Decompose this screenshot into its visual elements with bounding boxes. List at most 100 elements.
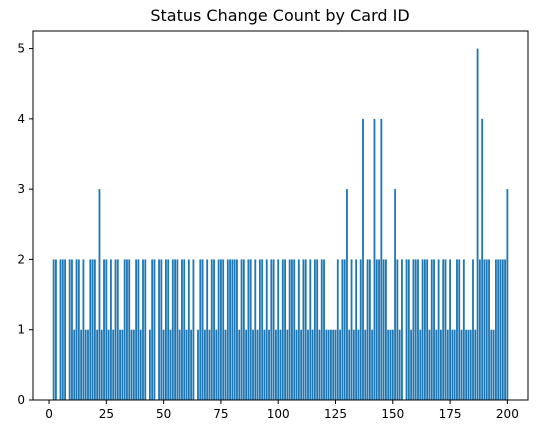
bar-card-130 (346, 189, 348, 400)
y-tick-label: 0 (17, 393, 25, 407)
bar-card-110 (300, 329, 303, 400)
bar-card-193 (490, 329, 493, 400)
x-tick-label: 125 (324, 407, 347, 421)
bar-card-20 (93, 259, 96, 400)
bar-card-33 (123, 259, 126, 400)
bar-card-83 (238, 329, 241, 400)
bar-card-178 (456, 259, 458, 400)
bar-card-38 (135, 259, 138, 400)
bar-card-28 (112, 329, 115, 400)
bar-card-139 (366, 259, 369, 400)
bar-card-2 (52, 259, 55, 400)
bar-card-156 (405, 259, 408, 400)
bar-card-131 (348, 329, 351, 400)
x-tick-label: 175 (439, 407, 462, 421)
bar-card-86 (245, 329, 248, 400)
bar-card-177 (453, 329, 456, 400)
bar-card-184 (469, 329, 472, 400)
bar-card-140 (368, 259, 371, 400)
bar-card-198 (501, 259, 504, 400)
bar-card-91 (256, 329, 259, 400)
bar-card-133 (352, 329, 355, 400)
bar-card-37 (132, 329, 135, 400)
bar-card-136 (359, 259, 362, 400)
bar-card-189 (481, 118, 484, 401)
bar-card-24 (103, 259, 105, 400)
bar-card-17 (87, 329, 89, 400)
bar-card-137 (362, 118, 364, 401)
bar-card-49 (160, 259, 163, 400)
bar-card-90 (254, 259, 257, 400)
bar-card-46 (153, 259, 156, 400)
bar-card-102 (281, 259, 284, 400)
bar-card-3 (55, 259, 57, 400)
bar-card-119 (320, 259, 323, 400)
bar-card-77 (224, 329, 227, 400)
x-tick-label: 50 (156, 407, 171, 421)
bar-card-55 (174, 259, 176, 400)
bar-card-92 (258, 259, 261, 400)
bar-card-68 (203, 329, 206, 400)
bar-card-6 (61, 259, 64, 400)
bar-card-105 (288, 259, 291, 400)
bar-card-143 (375, 259, 378, 400)
bar-card-134 (355, 259, 358, 400)
bar-card-103 (284, 259, 286, 400)
bar-card-109 (297, 259, 300, 400)
bar-card-118 (318, 329, 321, 400)
x-tick-label: 200 (496, 407, 519, 421)
x-axis-ticks: 0 25 50 75 100 125 150 175 200 (45, 400, 519, 421)
bar-card-117 (316, 259, 319, 400)
bar-card-176 (451, 329, 454, 400)
bar-card-65 (197, 329, 199, 400)
bar-card-58 (181, 259, 183, 400)
bar-card-50 (162, 329, 165, 400)
bar-card-62 (190, 329, 193, 400)
bar-card-190 (483, 259, 486, 400)
bar-card-5 (59, 259, 62, 400)
bar-card-153 (398, 329, 401, 400)
bar-card-57 (178, 329, 181, 400)
bar-card-200 (506, 189, 509, 400)
bar-card-174 (446, 329, 449, 400)
bar-card-138 (364, 329, 367, 400)
bar-card-182 (465, 329, 468, 400)
bar-card-82 (236, 259, 238, 400)
bar-card-135 (357, 329, 360, 400)
bar-card-73 (215, 329, 218, 400)
bar-card-116 (313, 259, 316, 400)
bar-card-197 (499, 259, 502, 400)
bar-card-158 (410, 329, 413, 400)
bar-card-25 (105, 259, 108, 400)
bar-card-35 (128, 259, 131, 400)
bar-card-71 (210, 259, 213, 400)
bar-card-101 (279, 329, 282, 400)
bar-card-69 (206, 259, 209, 400)
x-tick-label: 0 (45, 407, 53, 421)
bar-card-170 (437, 259, 440, 400)
bar-card-112 (304, 259, 307, 400)
bar-card-80 (231, 259, 234, 400)
bar-card-54 (171, 259, 174, 400)
bar-card-95 (265, 259, 268, 400)
bar-card-152 (396, 259, 399, 400)
bar-card-100 (277, 259, 280, 400)
bar-card-154 (401, 259, 403, 400)
bar-card-168 (433, 259, 435, 400)
bar-card-185 (472, 259, 474, 400)
bar-card-18 (89, 259, 92, 400)
bar-card-10 (71, 259, 73, 400)
bar-card-41 (142, 259, 144, 400)
bar-card-181 (462, 259, 465, 400)
bar-card-93 (261, 259, 264, 400)
bar-card-167 (430, 259, 433, 400)
bar-card-87 (247, 259, 250, 400)
bar-card-191 (485, 259, 488, 400)
bar-card-147 (385, 259, 387, 400)
bar-card-111 (302, 259, 305, 400)
y-tick-label: 2 (17, 252, 25, 266)
bar-card-60 (185, 329, 188, 400)
bar-card-56 (176, 259, 179, 400)
